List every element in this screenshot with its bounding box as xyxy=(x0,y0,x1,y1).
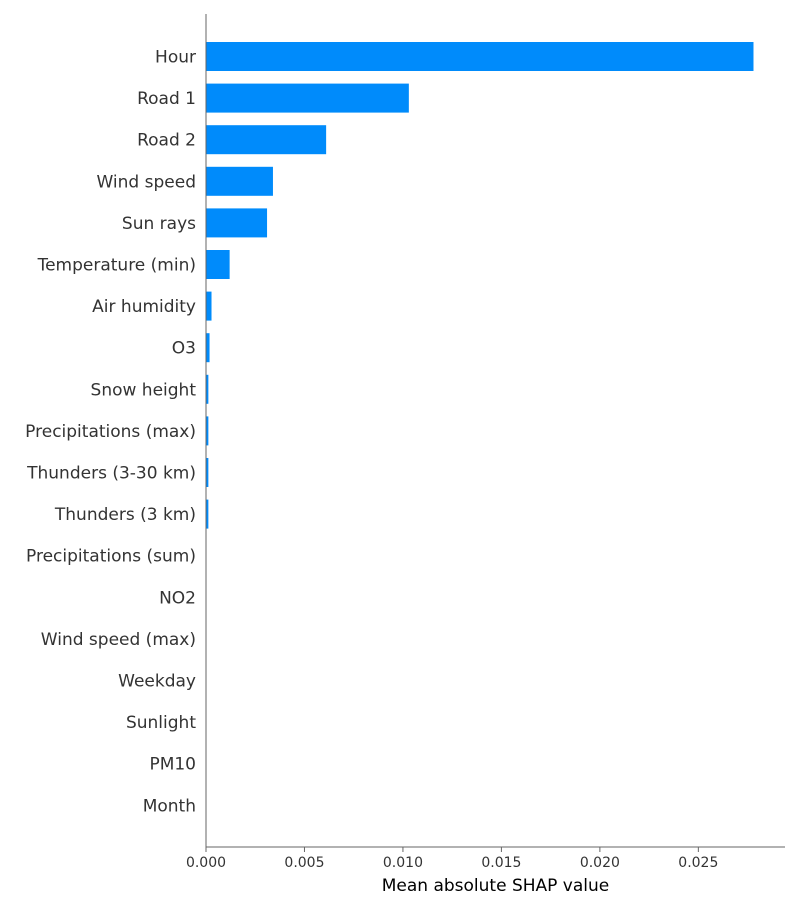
category-label: Sun rays xyxy=(122,214,196,234)
category-labels-group: Hour Road 1 Road 2 Wind speed Sun rays Temper… xyxy=(25,48,196,817)
category-label: Road 1 xyxy=(137,89,196,109)
bar-hour xyxy=(206,42,754,71)
category-label: PM10 xyxy=(149,755,196,775)
x-tick-label: 0.005 xyxy=(284,855,324,871)
bar-temperature-min xyxy=(206,250,230,279)
x-axis-title: Mean absolute SHAP value xyxy=(382,876,610,896)
category-label: Precipitations (sum) xyxy=(26,547,196,567)
category-label: O3 xyxy=(172,339,196,359)
category-label: Road 2 xyxy=(137,131,196,151)
bar-snow-height xyxy=(206,374,209,404)
bar-sun-rays xyxy=(206,208,268,238)
category-label: Hour xyxy=(155,48,196,68)
category-label: Thunders (3 km) xyxy=(54,505,196,525)
x-tick-label: 0.020 xyxy=(580,855,620,871)
x-tick-label: 0.000 xyxy=(186,855,226,871)
category-label: Thunders (3-30 km) xyxy=(26,464,196,484)
category-label: Month xyxy=(143,796,196,816)
category-label: Wind speed (max) xyxy=(41,630,196,650)
x-ticks-group: 0.000 0.005 0.010 0.015 0.020 0.025 xyxy=(186,847,718,871)
bars-group xyxy=(206,42,754,529)
bar-road-1 xyxy=(206,83,409,113)
bar-o3 xyxy=(206,333,210,363)
bar-thunders-3-km xyxy=(206,499,209,529)
bar-thunders-3-30-km xyxy=(206,458,209,487)
bar-precipitations-max xyxy=(206,416,209,446)
bar-wind-speed xyxy=(206,166,273,196)
category-label: Snow height xyxy=(91,380,197,400)
x-tick-label: 0.015 xyxy=(481,855,521,871)
x-tick-label: 0.025 xyxy=(678,855,718,871)
bar-air-humidity xyxy=(206,291,212,321)
category-label: Wind speed xyxy=(97,172,197,192)
category-label: Sunlight xyxy=(126,713,196,733)
bar-road-2 xyxy=(206,125,327,155)
category-label: NO2 xyxy=(159,588,196,608)
category-label: Weekday xyxy=(118,672,196,692)
category-label: Temperature (min) xyxy=(37,256,196,276)
category-label: Air humidity xyxy=(92,297,196,317)
x-tick-label: 0.010 xyxy=(383,855,423,871)
category-label: Precipitations (max) xyxy=(25,422,196,442)
